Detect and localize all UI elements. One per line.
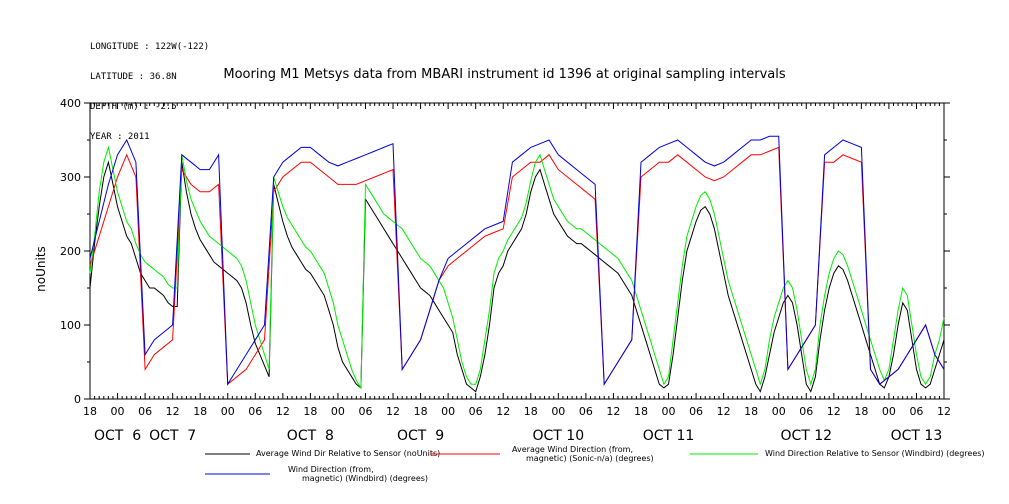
day-label: OCT 12 [780,428,832,444]
day-label: OCT 13 [891,428,943,444]
plot-frame [89,102,945,400]
legend-label: Wind Direction Relative to Sensor (Windb… [765,449,985,458]
x-tick-label: 18 [854,405,868,418]
day-label: OCT 8 [287,428,334,444]
latitude-label: LATITUDE : 36.8N [90,72,177,82]
series-line-4 [89,135,945,386]
x-tick-label: 12 [937,405,951,418]
day-label: OCT 11 [643,428,695,444]
series-layer [89,135,945,393]
x-tick-label: 06 [579,405,593,418]
y-tick-label: 200 [60,245,81,258]
legend-label: Wind Direction (from, [288,465,374,474]
x-tick-label: 12 [166,405,180,418]
legend-label-line2: magnetic) (Sonic-n/a) (degrees) [526,454,654,463]
legend: Average Wind Dir Relative to Sensor (noU… [205,445,985,483]
x-tick-label: 06 [909,405,923,418]
x-tick-label: 12 [386,405,400,418]
day-label: OCT 10 [533,428,585,444]
x-tick-label: 06 [358,405,372,418]
x-tick-label: 18 [83,405,97,418]
x-tick-label: 06 [689,405,703,418]
x-tick-label: 18 [744,405,758,418]
x-tick-label: 00 [221,405,235,418]
x-tick-label: 06 [138,405,152,418]
chart-title: Mooring M1 Metsys data from MBARI instru… [223,67,786,82]
x-tick-label: 00 [772,405,786,418]
x-tick-label: 06 [248,405,262,418]
day-label: OCT 7 [149,428,196,444]
depth-label: DEPTH (m) : -2.5 [90,102,177,112]
x-tick-label: 00 [882,405,896,418]
year-label: YEAR : 2011 [90,132,150,142]
x-tick-label: 00 [331,405,345,418]
legend-label-line2: magnetic) (Windbird) (degrees) [302,474,428,483]
x-tick-label: 18 [634,405,648,418]
x-tick-label: 12 [276,405,290,418]
day-label: OCT 9 [397,428,444,444]
x-tick-label: 00 [111,405,125,418]
x-tick-label: 00 [551,405,565,418]
x-tick-label: 00 [441,405,455,418]
x-tick-label: 12 [827,405,841,418]
y-tick-label: 0 [74,393,81,406]
x-tick-label: 06 [469,405,483,418]
y-tick-label: 400 [60,97,81,110]
series-line-3 [89,145,945,390]
x-tick-label: 18 [414,405,428,418]
legend-label: Average Wind Direction (from, [512,445,633,454]
y-tick-label: 300 [60,171,81,184]
x-tick-label: 00 [662,405,676,418]
axis-layer: 0 100 200 300 400 18 00 06 12 18 00 06 12 18 00 06 12 18 0… [60,97,951,444]
legend-label: Average Wind Dir Relative to Sensor (noU… [256,449,440,458]
x-tick-label: 12 [717,405,731,418]
x-tick-label: 18 [524,405,538,418]
y-tick-label: 100 [60,319,81,332]
x-tick-label: 18 [193,405,207,418]
series-line-1 [89,160,945,393]
day-label: OCT 6 [94,428,141,444]
x-tick-label: 18 [303,405,317,418]
x-tick-label: 12 [496,405,510,418]
metadata-block: LONGITUDE : 122W(-122) LATITUDE : 36.8N … [90,22,209,152]
x-tick-label: 06 [799,405,813,418]
longitude-label: LONGITUDE : 122W(-122) [90,42,210,52]
x-tick-label: 12 [606,405,620,418]
